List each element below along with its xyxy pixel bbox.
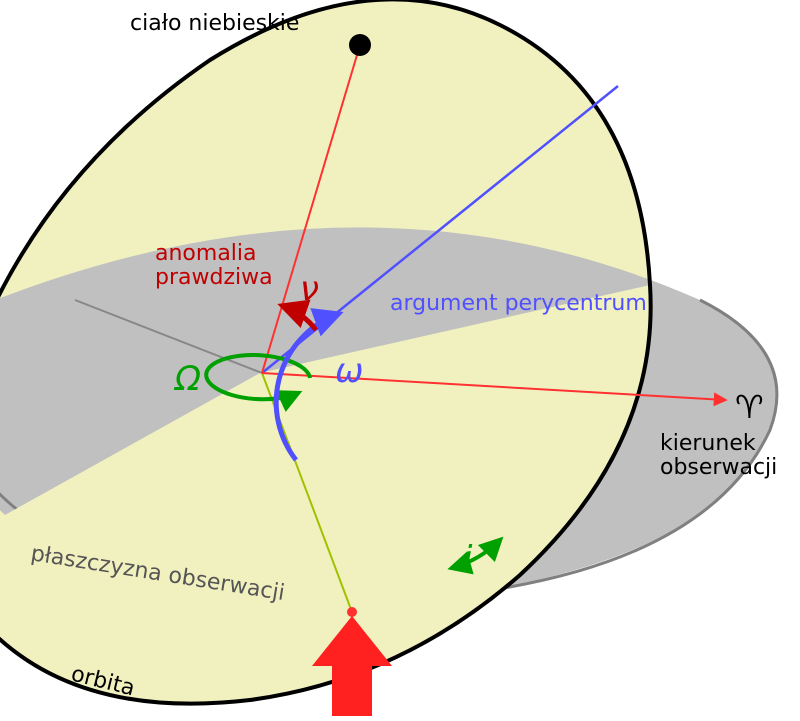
label-refdir-line2: obserwacji xyxy=(660,455,777,480)
label-argument-pericenter: argument perycentrum xyxy=(390,291,647,316)
label-true-anomaly-line2: prawdziwa xyxy=(155,265,273,290)
symbol-nu: ν xyxy=(300,269,319,309)
label-reference-direction: kierunek obserwacji xyxy=(660,431,777,480)
symbol-aries: ♈ xyxy=(735,388,764,426)
symbol-omega-big: Ω xyxy=(173,359,201,399)
label-true-anomaly-line1: anomalia xyxy=(155,241,257,266)
orbital-elements-diagram: ciało niebieskie anomalia prawdziwa argu… xyxy=(0,0,800,721)
ascending-node-dot xyxy=(347,607,357,617)
symbol-inclination: i xyxy=(463,539,473,579)
label-true-anomaly-1: anomalia prawdziwa xyxy=(155,241,273,290)
label-refdir-line1: kierunek xyxy=(660,431,756,456)
celestial-body-dot xyxy=(349,34,371,56)
label-celestial-body: ciało niebieskie xyxy=(130,11,299,36)
symbol-omega-small: ω xyxy=(335,351,363,391)
